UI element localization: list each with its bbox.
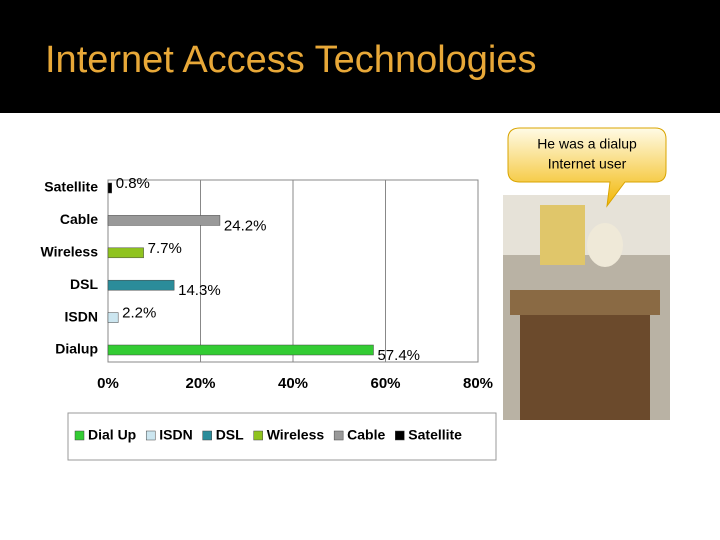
bar <box>107 279 175 291</box>
legend-swatch <box>145 430 156 441</box>
slide-title: Internet Access Technologies <box>45 39 537 81</box>
data-label: 57.4% <box>377 347 420 364</box>
data-label: 7.7% <box>148 240 182 257</box>
y-tick-label: Wireless <box>41 244 99 260</box>
legend-label: Dial Up <box>88 427 136 443</box>
bar <box>107 215 221 226</box>
x-tick-label: 60% <box>370 375 400 392</box>
bar <box>107 312 119 323</box>
bar <box>107 247 144 259</box>
legend-label: DSL <box>216 427 244 443</box>
photo <box>503 195 670 420</box>
callout: He was a dialup Internet user <box>507 127 667 208</box>
bar <box>107 344 374 356</box>
x-tick-label: 0% <box>97 375 119 392</box>
legend-swatch <box>202 430 212 441</box>
y-tick-label: Cable <box>60 211 98 227</box>
legend-label: ISDN <box>159 427 192 443</box>
legend-label: Cable <box>347 427 385 443</box>
legend-label: Satellite <box>408 427 462 443</box>
data-label: 2.2% <box>122 305 156 322</box>
bar <box>107 182 112 194</box>
y-tick-label: DSL <box>70 276 98 292</box>
callout-text: He was a dialup <box>537 136 637 152</box>
callout-text: Internet user <box>548 156 627 172</box>
x-tick-label: 20% <box>185 375 215 392</box>
legend-label: Wireless <box>267 427 325 443</box>
legend-swatch <box>74 430 85 441</box>
data-label: 14.3% <box>178 282 221 299</box>
x-tick-label: 80% <box>463 375 493 392</box>
legend-swatch <box>333 430 344 441</box>
y-tick-label: Satellite <box>44 179 98 195</box>
data-label: 0.8% <box>116 175 150 192</box>
data-label: 24.2% <box>224 217 267 234</box>
x-tick-label: 40% <box>278 375 308 392</box>
title-band <box>0 0 720 113</box>
legend-swatch <box>395 430 405 441</box>
legend-swatch <box>253 430 263 441</box>
y-tick-label: Dialup <box>55 341 98 357</box>
y-tick-label: ISDN <box>65 308 98 324</box>
legend-box <box>67 412 497 461</box>
chart: 0% 20% 40% 60% 80% Satellite 0.8% Cable 24.2% Wir… <box>41 175 497 461</box>
